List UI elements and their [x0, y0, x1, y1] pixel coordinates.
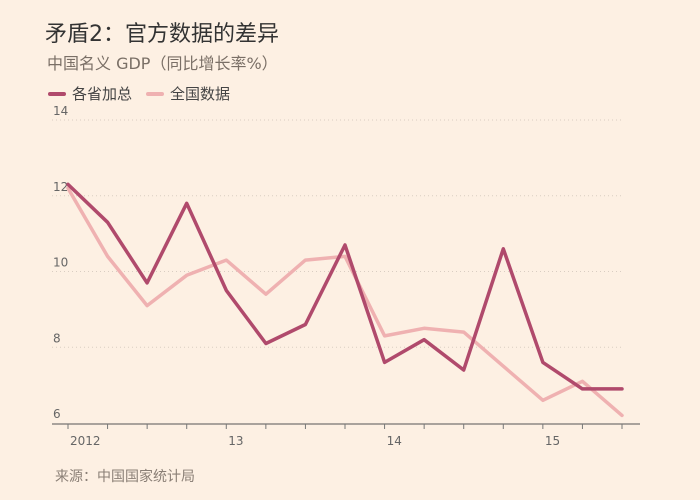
chart-legend: 各省加总 全国数据 — [48, 83, 230, 104]
legend-label-provinces: 各省加总 — [72, 85, 133, 103]
legend-swatch-national — [146, 91, 165, 96]
x-tick-label-2012: 2012 — [70, 434, 101, 448]
series-line-provinces — [66, 182, 624, 391]
legend-swatch-provinces — [48, 91, 66, 96]
y-tick-label-6: 6 — [53, 407, 61, 421]
x-tick-label-14: 14 — [387, 434, 402, 448]
x-tick-label-13: 13 — [228, 434, 243, 448]
y-tick-label-14: 14 — [53, 104, 68, 118]
chart-subtitle: 中国名义 GDP（同比增长率%） — [47, 54, 278, 73]
legend-item-national: 全国数据 — [146, 83, 230, 104]
y-tick-label-12: 12 — [53, 180, 68, 194]
source-note: 来源：中国国家统计局 — [55, 469, 195, 485]
legend-label-national: 全国数据 — [170, 85, 231, 103]
y-tick-label-8: 8 — [53, 331, 61, 345]
legend-item-provinces: 各省加总 — [48, 83, 132, 104]
chart-title: 矛盾2：官方数据的差异 — [45, 22, 279, 47]
series-line-national — [66, 186, 624, 418]
x-tick-label-15: 15 — [545, 434, 560, 448]
y-tick-label-10: 10 — [53, 256, 68, 270]
